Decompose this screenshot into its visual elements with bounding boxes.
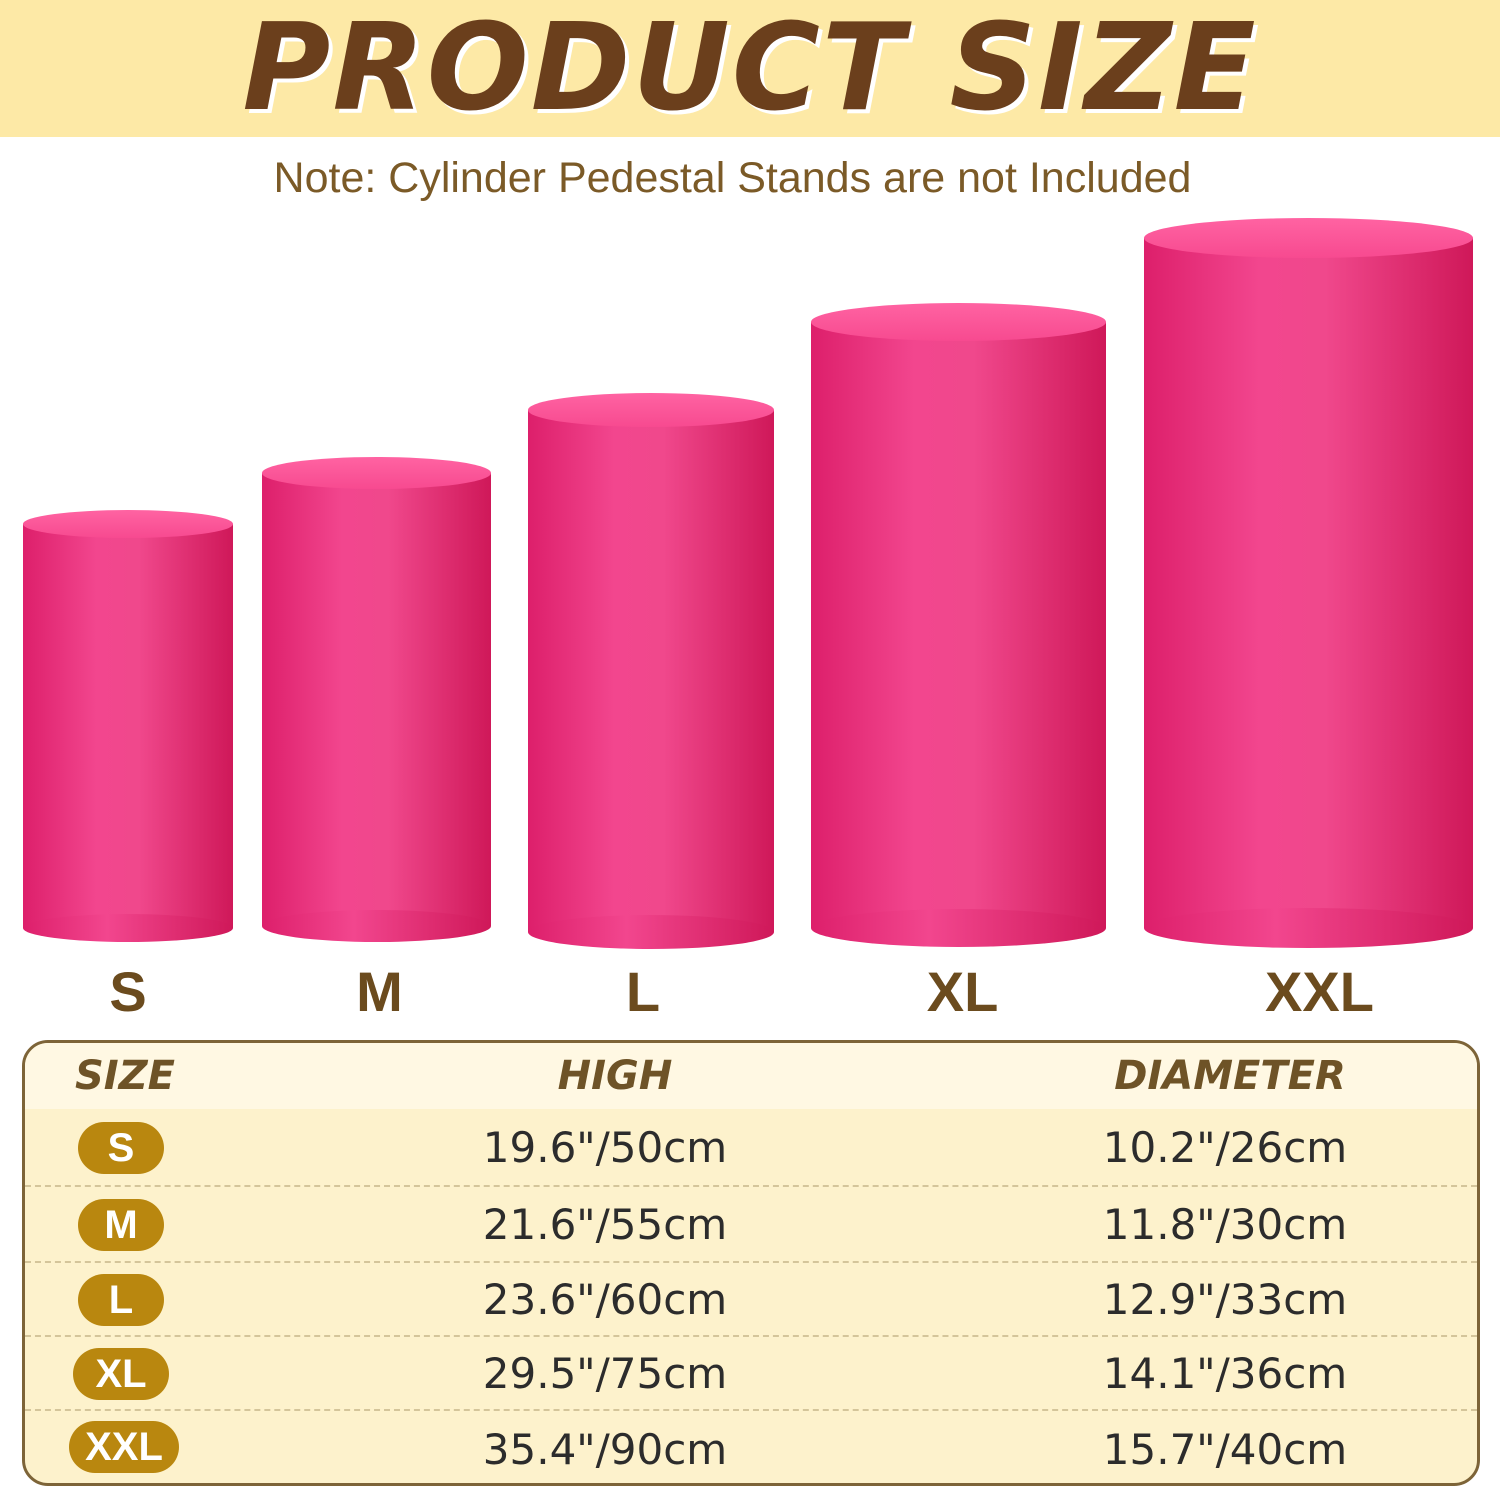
- table-row: XL 29.5"/75cm 14.1"/36cm: [25, 1337, 1477, 1411]
- high-value: 23.6"/60cm: [482, 1274, 728, 1324]
- cylinder-label-xxl: XXL: [1265, 960, 1374, 1023]
- diameter-value: 12.9"/33cm: [1102, 1274, 1348, 1324]
- cylinder-xxl: [1144, 218, 1473, 948]
- cylinder-xl: [811, 303, 1106, 947]
- high-value: 21.6"/55cm: [482, 1199, 728, 1249]
- title-banner: [0, 0, 1500, 137]
- size-table: SIZE HIGH DIAMETER S 19.6"/50cm 10.2"/26…: [22, 1040, 1480, 1486]
- diameter-value: 11.8"/30cm: [1102, 1199, 1348, 1249]
- table-row: L 23.6"/60cm 12.9"/33cm: [25, 1263, 1477, 1337]
- high-value: 19.6"/50cm: [482, 1122, 728, 1172]
- cylinder-l: [528, 393, 774, 949]
- cylinder-label-xl: XL: [926, 960, 999, 1023]
- table-header: SIZE HIGH DIAMETER: [25, 1043, 1477, 1109]
- cylinder-label-m: M: [356, 960, 403, 1023]
- table-row: S 19.6"/50cm 10.2"/26cm: [25, 1109, 1477, 1187]
- size-badge: XL: [73, 1348, 169, 1400]
- size-badge: XXL: [69, 1421, 179, 1473]
- table-row: M 21.6"/55cm 11.8"/30cm: [25, 1187, 1477, 1263]
- cylinder-m: [262, 457, 491, 942]
- size-badge: L: [78, 1274, 164, 1326]
- header-diameter: DIAMETER: [1114, 1053, 1346, 1099]
- diameter-value: 10.2"/26cm: [1102, 1122, 1348, 1172]
- header-size: SIZE: [74, 1053, 176, 1099]
- cylinder-label-s: S: [109, 960, 147, 1023]
- size-badge: S: [78, 1122, 164, 1174]
- header-high: HIGH: [557, 1053, 673, 1099]
- diameter-value: 14.1"/36cm: [1102, 1348, 1348, 1398]
- cylinder-s: [23, 510, 233, 942]
- high-value: 29.5"/75cm: [482, 1348, 728, 1398]
- note-text: Note: Cylinder Pedestal Stands are not I…: [273, 154, 1192, 202]
- high-value: 35.4"/90cm: [482, 1424, 728, 1474]
- cylinder-label-l: L: [625, 960, 661, 1023]
- diameter-value: 15.7"/40cm: [1102, 1424, 1348, 1474]
- table-row: XXL 35.4"/90cm 15.7"/40cm: [25, 1411, 1477, 1483]
- page-title: PRODUCT SIZE: [242, 0, 1258, 138]
- size-badge: M: [78, 1199, 164, 1251]
